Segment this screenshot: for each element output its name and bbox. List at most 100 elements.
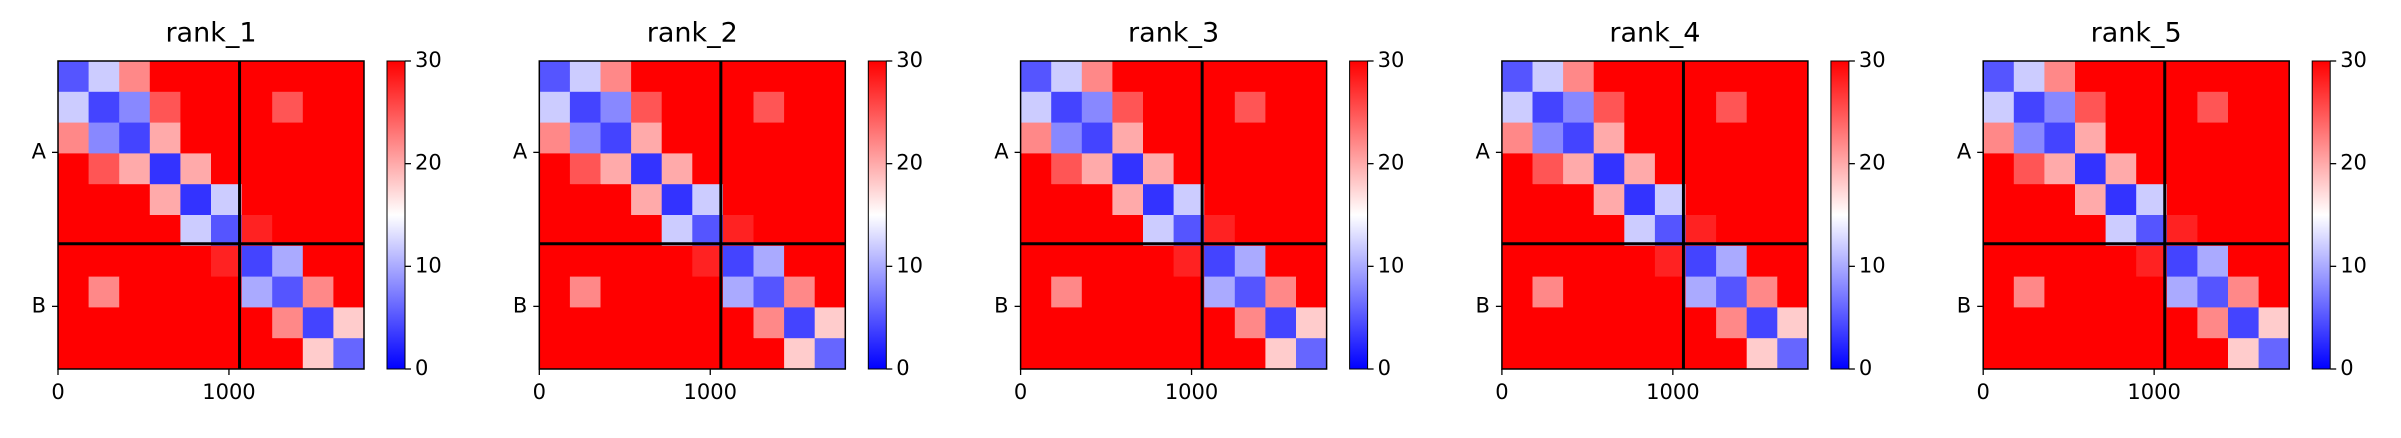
heatmap-cell — [1173, 61, 1205, 93]
heatmap-cell — [1654, 122, 1686, 154]
heatmap-cell — [333, 276, 365, 308]
panel: rank_2 0 1000 A B 0 10 20 30 — [513, 18, 923, 405]
heatmap-cell — [58, 122, 90, 154]
heatmap-cell — [600, 153, 632, 185]
heatmap-cell — [2197, 338, 2229, 370]
heatmap-cell — [2105, 276, 2137, 308]
heatmap-cell — [1593, 338, 1625, 370]
heatmap-cell — [1081, 184, 1113, 216]
heatmap-cell — [1777, 215, 1809, 247]
heatmap-cell — [1983, 338, 2015, 370]
heatmap-cell — [1501, 184, 1533, 216]
heatmap-cell — [58, 153, 90, 185]
heatmap-cell — [1234, 307, 1266, 339]
heatmap-cell — [2228, 184, 2260, 216]
heatmap-cell — [149, 122, 181, 154]
heatmap-cell — [149, 91, 181, 124]
heatmap-cell — [1234, 215, 1266, 247]
heatmap-cell — [302, 153, 334, 185]
heatmap-cell — [539, 184, 571, 216]
heatmap-cell — [1746, 276, 1778, 308]
heatmap-cell — [1777, 91, 1809, 124]
heatmap-cell — [1020, 215, 1052, 247]
heatmap-cell — [631, 215, 663, 247]
heatmap-cell — [1716, 307, 1748, 339]
heatmap-cell — [661, 276, 693, 308]
heatmap-cell — [2136, 61, 2168, 93]
heatmap-cell — [2044, 61, 2076, 93]
heatmap-cell — [1020, 61, 1052, 93]
heatmap-cell — [539, 338, 571, 370]
heatmap-cell — [1112, 276, 1144, 308]
heatmap-cell — [722, 276, 754, 308]
heatmap-cell — [631, 245, 663, 278]
heatmap-cell — [2105, 91, 2137, 124]
heatmap-cell — [722, 153, 754, 185]
heatmap-cell — [2044, 245, 2076, 278]
heatmap-cell — [58, 338, 90, 370]
heatmap-cell — [211, 245, 243, 278]
heatmap-cell — [1983, 245, 2015, 278]
heatmap-cell — [1624, 338, 1656, 370]
heatmap-cell — [1051, 153, 1083, 185]
heatmap-cell — [600, 215, 632, 247]
heatmap-cell — [272, 245, 304, 278]
heatmap-cell — [272, 215, 304, 247]
heatmap-cell — [119, 307, 151, 339]
heatmap-cell — [2075, 307, 2107, 339]
heatmap-cell — [302, 184, 334, 216]
heatmap-cell — [302, 215, 334, 247]
heatmap-cell — [1020, 307, 1052, 339]
heatmap-cell — [1143, 307, 1175, 339]
heatmap-cell — [1143, 61, 1175, 93]
heatmap-cell — [569, 91, 601, 124]
heatmap-cell — [241, 307, 273, 339]
heatmap-cell — [180, 245, 212, 278]
y-tick-label: A — [513, 139, 528, 163]
heatmap-cell — [1983, 184, 2015, 216]
heatmap-cell — [149, 245, 181, 278]
heatmap-cell — [784, 245, 816, 278]
heatmap-cell — [814, 122, 846, 154]
heatmap-cell — [631, 122, 663, 154]
heatmap-cell — [2136, 276, 2168, 308]
heatmap-cell — [1654, 276, 1686, 308]
heatmap-cell — [1296, 307, 1328, 339]
heatmap-cell — [1020, 276, 1052, 308]
heatmap-cell — [1746, 215, 1778, 247]
heatmap-cell — [241, 91, 273, 124]
heatmap-cell — [2075, 153, 2107, 185]
heatmap-cell — [241, 338, 273, 370]
heatmap-cell — [569, 61, 601, 93]
colorbar-tick-label: 30 — [896, 48, 923, 72]
heatmap-cell — [272, 276, 304, 308]
heatmap-cell — [722, 91, 754, 124]
heatmap-cell — [2136, 184, 2168, 216]
heatmap-cell — [1532, 338, 1564, 370]
colorbar-tick-label: 0 — [1378, 356, 1391, 380]
heatmap-cell — [1716, 61, 1748, 93]
heatmap-cell — [1173, 122, 1205, 154]
heatmap-cell — [2197, 184, 2229, 216]
heatmap-cell — [272, 153, 304, 185]
heatmap-cell — [180, 338, 212, 370]
heatmap-cell — [1081, 122, 1113, 154]
heatmap-cell — [1716, 276, 1748, 308]
heatmap-cell — [2105, 215, 2137, 247]
heatmap-cell — [1685, 153, 1717, 185]
heatmap-cell — [1746, 245, 1778, 278]
heatmap-cell — [1654, 338, 1686, 370]
heatmap-cell — [600, 122, 632, 154]
heatmap-cell — [1020, 122, 1052, 154]
panel-title: rank_2 — [647, 18, 738, 49]
heatmap-cell — [211, 307, 243, 339]
heatmap-cell — [2013, 307, 2045, 339]
heatmap-cell — [2013, 91, 2045, 124]
heatmap-cell — [149, 307, 181, 339]
heatmap-cell — [631, 184, 663, 216]
heatmap-cell — [692, 122, 724, 154]
heatmap-cell — [333, 184, 365, 216]
heatmap-cell — [814, 153, 846, 185]
heatmap-cell — [1204, 245, 1236, 278]
heatmap-cell — [1532, 91, 1564, 124]
